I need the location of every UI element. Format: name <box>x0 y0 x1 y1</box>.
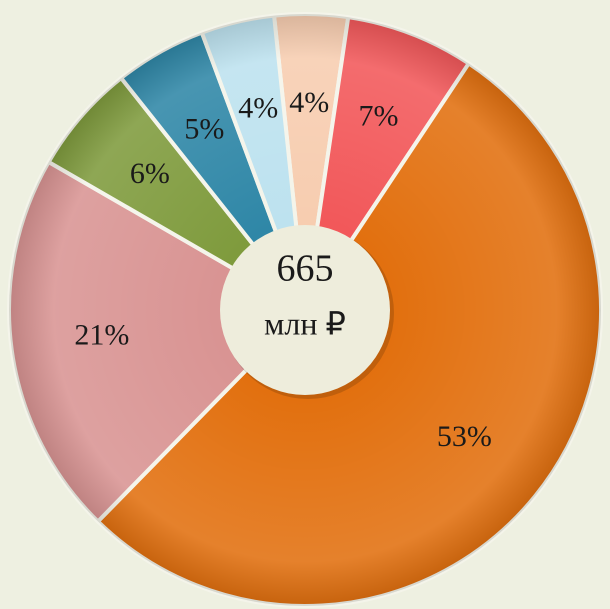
value-label: 21% <box>74 319 129 352</box>
value-label: 4% <box>238 91 278 124</box>
total-unit: млн ₽ <box>264 305 346 341</box>
value-label: 7% <box>358 100 398 133</box>
total: 665 <box>277 248 334 290</box>
hole <box>220 225 390 395</box>
value-label: 5% <box>184 112 224 145</box>
value-label: 53% <box>437 420 492 453</box>
value-label: 6% <box>130 157 170 190</box>
labels: 4% 7% 53% 21% 6% 5% 4% <box>74 86 491 453</box>
value-label: 4% <box>289 86 329 119</box>
